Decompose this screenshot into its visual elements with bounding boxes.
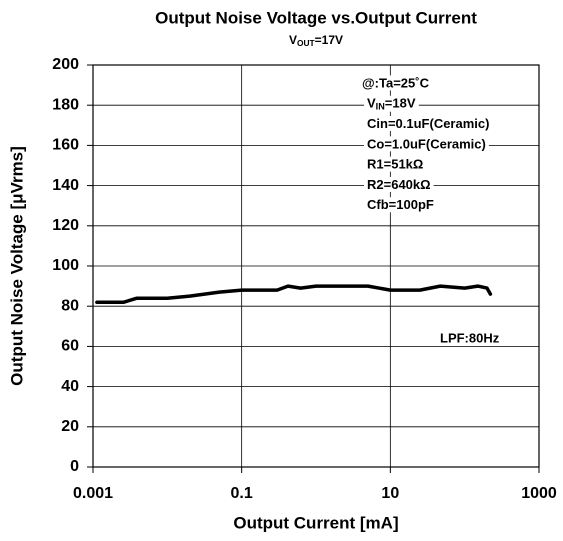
y-tick-label: 40 (61, 378, 79, 395)
chart-subtitle-main: V (289, 33, 297, 47)
condition-text-sub: IN (376, 102, 385, 112)
label-background (364, 176, 434, 192)
y-tick-label: 120 (52, 217, 79, 234)
plot-frame (92, 64, 540, 468)
label-background (364, 197, 437, 213)
x-tick-label: 0.1 (231, 485, 253, 502)
y-tick-label: 20 (61, 418, 79, 435)
chart-subtitle-sub: OUT (297, 38, 316, 48)
label-background (359, 75, 433, 91)
condition-text: Cin=0.1uF(Ceramic) (367, 116, 489, 131)
y-tick-label: 180 (52, 96, 79, 113)
y-tick-label: 200 (52, 56, 79, 73)
x-tick-label: 0.001 (73, 485, 113, 502)
chart-title: Output Noise Voltage vs.Output Current (155, 8, 477, 27)
y-tick-label: 0 (70, 458, 79, 475)
filter-text: LPF:80Hz (440, 330, 500, 345)
condition-text: @:Ta=25˚C (362, 75, 430, 90)
y-axis-label: Output Noise Voltage [μVrms] (7, 146, 26, 386)
label-background (364, 156, 427, 172)
chart-subtitle-rest: =17V (315, 33, 343, 47)
y-tick-label: 100 (52, 257, 79, 274)
condition-text: Co=1.0uF(Ceramic) (367, 136, 486, 151)
label-background (364, 136, 489, 152)
condition-text: R1=51kΩ (367, 157, 423, 172)
y-tick-label: 160 (52, 137, 79, 154)
x-axis-label: Output Current [mA] (233, 513, 398, 532)
label-background (437, 330, 503, 346)
condition-text-main: V (367, 96, 376, 111)
condition-text: VIN=18V (367, 96, 416, 112)
label-background (364, 116, 493, 132)
condition-text: Cfb=100pF (367, 197, 434, 212)
y-tick-label: 60 (61, 338, 79, 355)
label-background (364, 95, 419, 112)
data-line (95, 284, 493, 304)
condition-text-rest: =18V (385, 96, 416, 111)
x-tick-label: 1000 (521, 485, 557, 502)
y-tick-label: 140 (52, 177, 79, 194)
chart-subtitle: VOUT=17V (289, 33, 343, 48)
condition-text: R2=640kΩ (367, 177, 431, 192)
y-tick-label: 80 (61, 297, 79, 314)
x-tick-label: 10 (381, 485, 399, 502)
